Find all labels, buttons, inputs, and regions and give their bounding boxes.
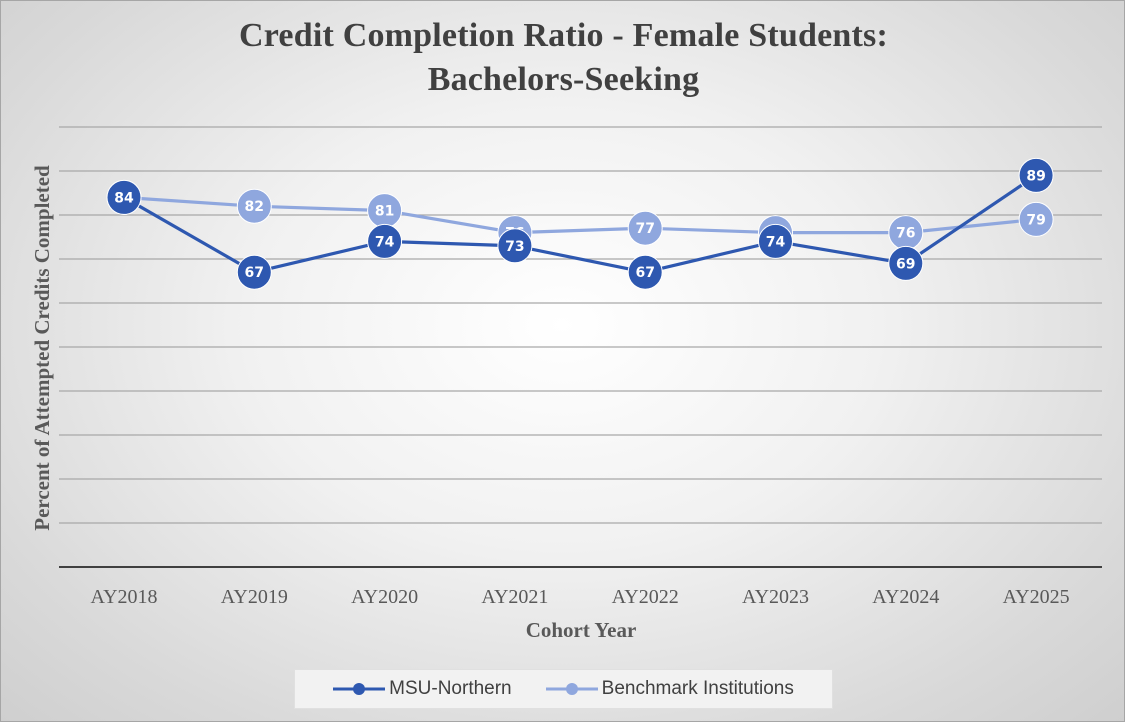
- series-line-msu-northern: [123, 174, 1037, 274]
- point-msu-northern-AY2018: [106, 179, 142, 215]
- data-label-msu-northern-AY2020: 74: [375, 234, 395, 250]
- data-label-benchmark-institutions-AY2019: 82: [245, 199, 264, 215]
- x-tick-AY2022: AY2022: [612, 586, 679, 608]
- x-tick-AY2023: AY2023: [742, 586, 809, 608]
- series-lines: 84828176777676798467747367746989: [106, 157, 1054, 290]
- point-msu-northern-AY2024: [888, 245, 924, 281]
- legend-label-msu-northern: MSU-Northern: [389, 678, 512, 699]
- x-tick-AY2020: AY2020: [351, 586, 418, 608]
- point-msu-northern-AY2021: [497, 228, 533, 264]
- point-msu-northern-AY2022: [627, 254, 663, 290]
- point-benchmark-institutions-AY2025: [1018, 201, 1054, 237]
- data-label-benchmark-institutions-AY2025: 79: [1026, 212, 1045, 228]
- chart-title-line-2: Bachelors-Seeking: [427, 61, 700, 98]
- legend-entry-benchmark: Benchmark Institutions: [545, 678, 794, 700]
- x-axis-title: Cohort Year: [526, 618, 637, 642]
- point-benchmark-institutions-AY2022: [627, 210, 663, 246]
- x-tick-AY2024: AY2024: [872, 586, 939, 608]
- data-label-msu-northern-AY2022: 67: [635, 265, 654, 281]
- data-label-msu-northern-AY2018: 84: [114, 190, 134, 206]
- data-label-msu-northern-AY2021: 73: [505, 239, 524, 255]
- point-msu-northern-AY2025: [1018, 157, 1054, 193]
- gridlines: [59, 126, 1102, 568]
- legend-swatch-benchmark: [545, 683, 598, 695]
- data-label-msu-northern-AY2025: 89: [1026, 168, 1045, 184]
- point-msu-northern-AY2019: [236, 254, 272, 290]
- legend-label-benchmark: Benchmark Institutions: [601, 678, 794, 699]
- legend-entry-msu-northern: MSU-Northern: [333, 678, 512, 700]
- x-tick-AY2025: AY2025: [1003, 586, 1070, 608]
- x-tick-labels: AY2018 AY2019 AY2020 AY2021 AY2022 AY2023 AY20…: [90, 586, 1069, 608]
- point-benchmark-institutions-AY2019: [236, 188, 272, 224]
- point-msu-northern-AY2020: [367, 223, 403, 259]
- chart-title-line-1: Credit Completion Ratio - Female Student…: [239, 17, 888, 54]
- x-tick-AY2021: AY2021: [481, 586, 548, 608]
- x-tick-AY2018: AY2018: [90, 586, 157, 608]
- point-msu-northern-AY2023: [758, 223, 793, 259]
- data-label-benchmark-institutions-AY2022: 77: [635, 221, 654, 237]
- data-label-msu-northern-AY2024: 69: [896, 256, 915, 272]
- data-label-msu-northern-AY2023: 74: [766, 234, 786, 250]
- data-label-benchmark-institutions-AY2024: 76: [896, 226, 915, 242]
- legend-swatch-msu-northern: [333, 683, 386, 695]
- x-tick-AY2019: AY2019: [221, 586, 288, 608]
- y-axis-title: Percent of Attempted Credits Completed: [30, 165, 54, 531]
- data-label-msu-northern-AY2019: 67: [245, 265, 264, 281]
- legend: MSU-Northern Benchmark Institutions: [294, 669, 833, 709]
- series-line-benchmark-institutions: [123, 195, 1037, 235]
- data-label-benchmark-institutions-AY2020: 81: [375, 204, 394, 220]
